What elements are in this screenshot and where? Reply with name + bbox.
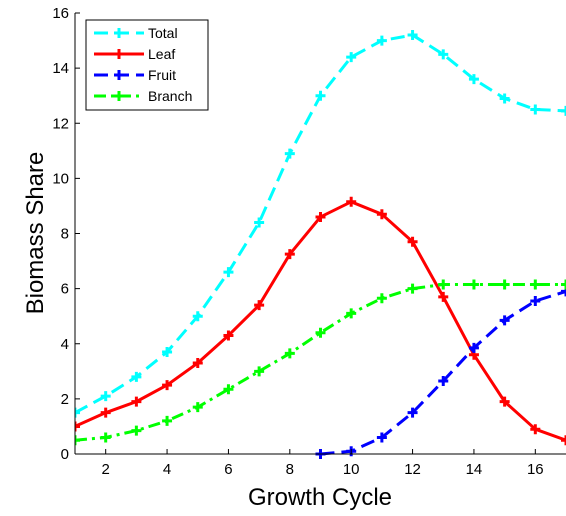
- data-point-branch: [100, 432, 111, 443]
- plot-area: [75, 30, 566, 459]
- x-tick-label: 8: [286, 461, 294, 478]
- data-point-leaf: [254, 300, 265, 311]
- data-point-total: [284, 148, 295, 159]
- data-point-leaf: [346, 196, 357, 207]
- x-tick-label: 4: [163, 461, 171, 478]
- data-point-branch: [223, 384, 234, 395]
- legend-box: [85, 19, 209, 111]
- data-point-total: [131, 371, 142, 382]
- y-tick-label: 8: [61, 226, 69, 243]
- data-point-total: [438, 49, 449, 60]
- legend-label-fruit: Fruit: [148, 67, 176, 83]
- data-point-branch: [192, 402, 203, 413]
- data-point-fruit: [468, 342, 479, 353]
- legend-label-leaf: Leaf: [148, 46, 175, 62]
- data-point-branch: [284, 348, 295, 359]
- y-tick-label: 10: [52, 170, 69, 187]
- data-point-total: [468, 74, 479, 85]
- data-point-fruit: [407, 407, 418, 418]
- data-point-leaf: [315, 211, 326, 222]
- x-tick-label: 6: [224, 461, 232, 478]
- data-point-branch: [131, 425, 142, 436]
- x-tick-label: 10: [343, 461, 360, 478]
- legend-label-total: Total: [148, 25, 178, 41]
- series-line-branch: [75, 282, 566, 442]
- legend-marker-branch: [114, 91, 124, 101]
- legend-marker-leaf: [114, 49, 124, 59]
- y-tick-label: 16: [52, 5, 69, 22]
- data-point-branch: [376, 293, 387, 304]
- data-point-leaf: [438, 291, 449, 302]
- data-point-fruit: [561, 286, 566, 297]
- data-point-leaf: [376, 209, 387, 220]
- data-point-branch: [346, 308, 357, 319]
- data-point-leaf: [407, 236, 418, 247]
- y-tick-label: 12: [52, 115, 69, 132]
- legend-marker-total: [114, 28, 124, 38]
- data-point-total: [499, 93, 510, 104]
- data-point-leaf: [100, 407, 111, 418]
- y-tick-label: 0: [61, 446, 69, 463]
- data-point-branch: [530, 279, 541, 290]
- x-tick-label: 14: [466, 461, 483, 478]
- data-point-total: [407, 30, 418, 41]
- data-point-total: [315, 90, 326, 101]
- data-point-leaf: [131, 396, 142, 407]
- data-point-branch: [407, 283, 418, 294]
- data-point-total: [75, 407, 80, 418]
- y-tick-label: 4: [61, 336, 69, 353]
- data-point-branch: [315, 327, 326, 338]
- x-tick-label: 12: [404, 461, 421, 478]
- y-tick-label: 6: [61, 281, 69, 298]
- x-tick-label: 2: [102, 461, 110, 478]
- data-point-branch: [162, 415, 173, 426]
- data-point-total: [254, 217, 265, 228]
- legend-marker-fruit: [114, 70, 124, 80]
- data-point-leaf: [284, 249, 295, 260]
- data-point-branch: [438, 279, 449, 290]
- data-point-branch: [499, 279, 510, 290]
- data-point-total: [100, 391, 111, 402]
- data-point-total: [376, 35, 387, 46]
- data-point-total: [162, 347, 173, 358]
- data-point-leaf: [162, 380, 173, 391]
- data-point-leaf: [561, 435, 566, 446]
- series-line-fruit: [320, 289, 566, 456]
- data-point-fruit: [530, 296, 541, 307]
- data-point-branch: [254, 366, 265, 377]
- data-point-total: [223, 267, 234, 278]
- y-tick-label: 14: [52, 60, 69, 77]
- data-point-total: [346, 52, 357, 63]
- series-line-leaf: [75, 200, 566, 442]
- data-point-branch: [75, 435, 80, 446]
- data-point-fruit: [376, 432, 387, 443]
- data-point-leaf: [223, 330, 234, 341]
- data-point-total: [192, 311, 203, 322]
- data-point-leaf: [75, 421, 80, 432]
- y-tick-label: 2: [61, 391, 69, 408]
- x-tick-label: 16: [527, 461, 544, 478]
- data-point-total: [530, 104, 541, 115]
- data-point-leaf: [530, 424, 541, 435]
- data-point-fruit: [499, 315, 510, 326]
- data-point-branch: [468, 279, 479, 290]
- legend-label-branch: Branch: [148, 88, 192, 104]
- y-axis-label: Biomass Share: [22, 152, 49, 315]
- data-point-leaf: [499, 396, 510, 407]
- data-point-total: [561, 105, 566, 116]
- data-point-fruit: [438, 375, 449, 386]
- data-point-branch: [561, 279, 566, 290]
- x-axis-label: Growth Cycle: [248, 484, 392, 511]
- data-point-leaf: [192, 358, 203, 369]
